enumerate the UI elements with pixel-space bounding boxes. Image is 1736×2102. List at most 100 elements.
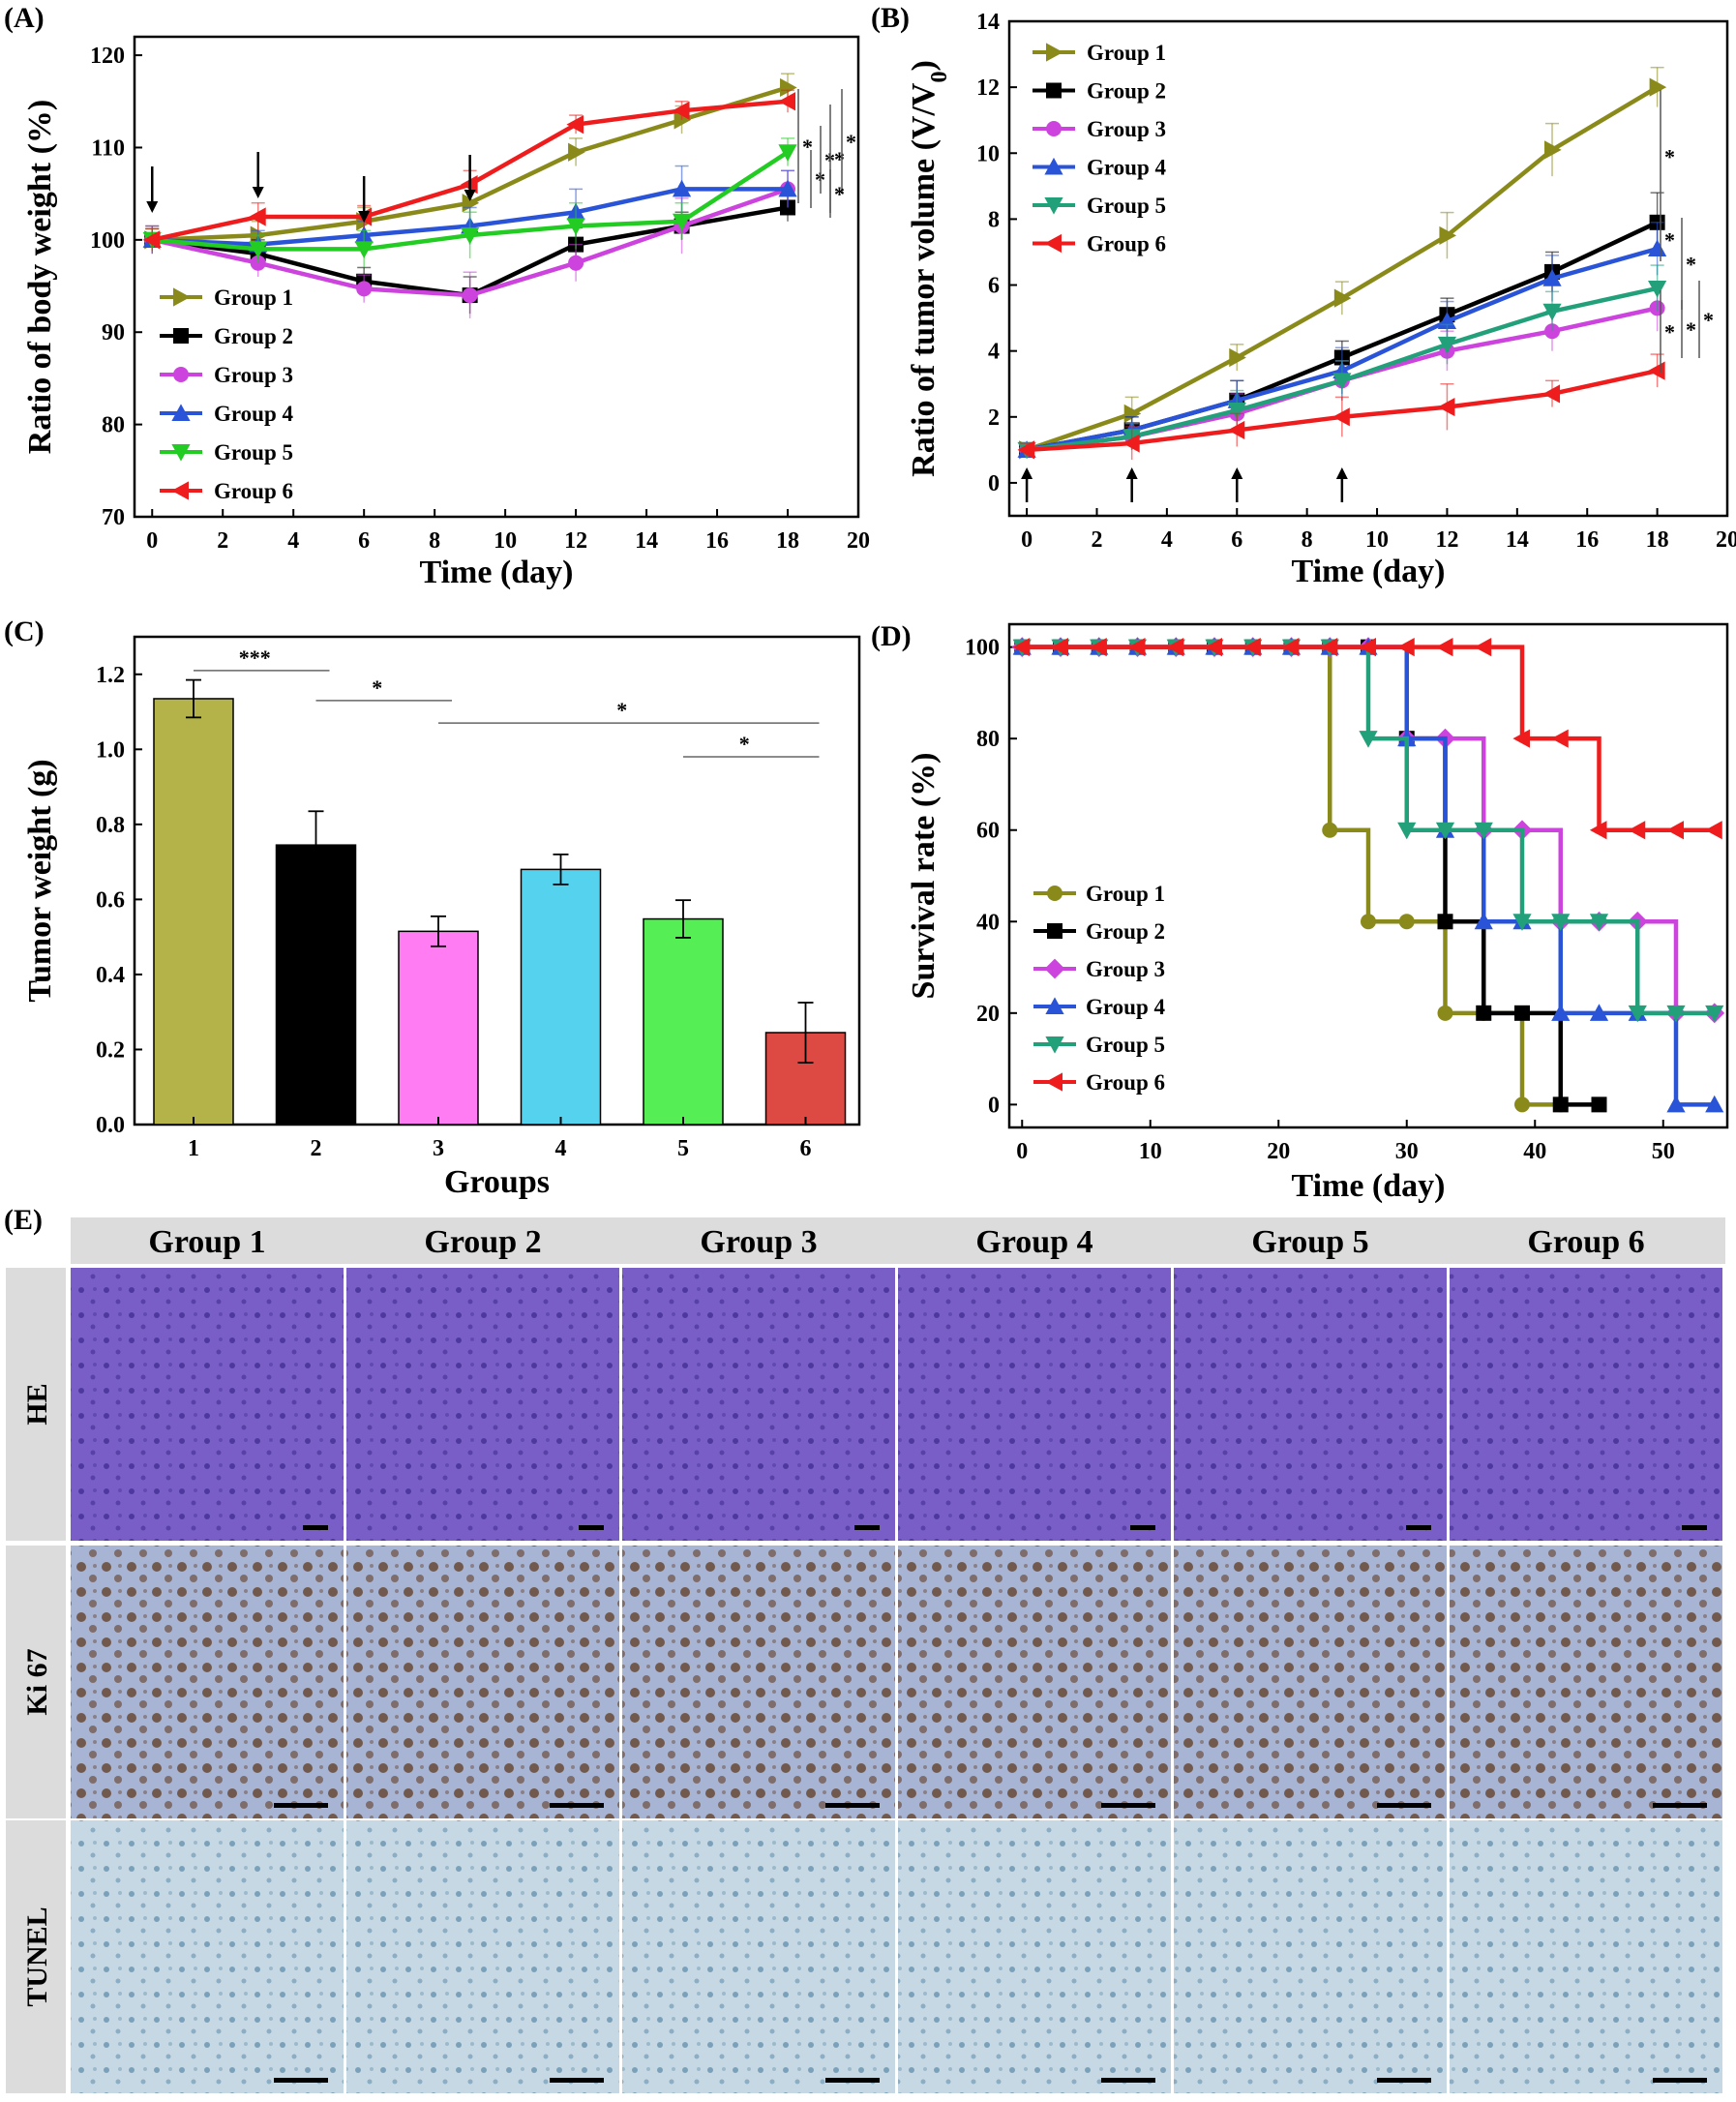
legend-marker [1045,997,1064,1014]
data-point [1542,384,1561,404]
data-point [568,255,584,271]
significance-label: * [616,698,627,722]
x-axis-title: Time (day) [1292,1168,1446,1204]
x-tick-label: 10 [1365,527,1389,553]
column-header: Group 6 [1527,1224,1644,1260]
y-tick-label: 60 [976,819,1000,844]
significance-label: * [1686,317,1696,342]
data-point [1123,404,1142,423]
scale-bar [854,1525,880,1530]
data-point [249,207,266,226]
data-point [1437,914,1453,930]
panel-label: (D) [871,620,912,652]
panel-E: (E) Group 1 Group 2 Group 3 Group 4 Group 5 Gr… [4,1204,1725,2093]
legend-marker [1046,121,1062,136]
legend-marker [173,287,191,307]
data-point [1476,1005,1492,1021]
y-tick-label: 12 [976,75,1000,101]
column-header: Group 3 [700,1224,817,1260]
y-tick-label: 80 [976,727,1000,752]
legend-marker [173,328,189,344]
legend-label: Group 6 [214,479,293,503]
data-point [1090,638,1107,657]
x-tick-label: 8 [429,528,440,554]
significance-label: * [834,182,845,206]
data-point [1437,397,1455,417]
x-axis-title: Time (day) [1292,554,1446,589]
y-tick-label: 10 [976,141,1000,166]
legend-marker [1047,886,1063,901]
x-tick-label: 3 [433,1136,444,1161]
bar-group-3 [398,930,479,1126]
panel-label: (C) [4,616,45,647]
significance-label: * [846,130,856,154]
x-tick-label: 6 [358,528,370,554]
x-tick-label: 10 [1139,1139,1162,1164]
dose-arrow-head [1021,467,1033,479]
y-tick-label: 0.8 [96,813,125,838]
y-tick-label: 40 [976,910,1000,935]
data-point [1551,1004,1571,1021]
data-point [1628,1005,1647,1023]
data-point [1544,140,1562,160]
legend-label: Group 1 [214,285,293,310]
data-point [1666,821,1684,840]
y-tick-label: 0.2 [96,1037,125,1063]
legend-marker [1046,82,1062,99]
y-tick-label: 0.6 [96,887,125,913]
legend: Group 1 Group 2 Group 3 Group 4 Group 5 Group… [1033,882,1166,1095]
x-tick-label: 12 [564,528,587,554]
legend: Group 1 Group 2 Group 3 Group 4 Group 5 Group… [1033,41,1167,256]
micrograph-tile [346,1820,619,2093]
data-point [461,227,480,245]
data-point [1551,914,1571,931]
plot-frame-A [133,35,860,519]
micrograph-tile [898,1546,1171,1818]
scale-bar [1682,1525,1707,1530]
significance-label: * [1703,308,1714,332]
bar-group-2 [275,844,357,1126]
y-tick-label: 0 [988,1093,1000,1118]
data-point [1359,731,1378,748]
data-point [1243,638,1261,657]
legend-marker [1044,233,1062,254]
data-point [1333,288,1352,308]
data-point [1551,729,1569,748]
legend-label: Group 5 [214,440,293,465]
dose-arrow-head [1335,467,1348,479]
scale-bar [579,1525,604,1530]
x-tick-label: 16 [1575,527,1599,553]
plot-frame-C [133,635,861,1126]
data-point [1122,434,1140,453]
legend-label: Group 5 [1086,1033,1165,1057]
data-point [1017,440,1035,460]
legend-label: Group 6 [1086,1070,1165,1095]
x-tick-label: 20 [1716,527,1736,553]
x-tick-label: 14 [1506,527,1529,553]
x-tick-label: 0 [1021,527,1033,553]
x-tick-label: 2 [217,528,228,554]
x-axis-title: Groups [444,1164,550,1200]
data-point [1437,1005,1453,1021]
row-header-bg [6,1268,66,1541]
data-point [1435,822,1455,840]
data-point [1512,729,1530,748]
x-tick-label: 10 [494,528,517,554]
data-point [566,218,585,236]
legend-marker [1044,197,1063,215]
legend-label: Group 2 [1086,919,1165,944]
chart-C: (C)0.00.20.40.60.81.01.21 2 3 4 5 6******Grou… [4,616,861,1200]
data-point [778,92,796,111]
legend-marker [1047,923,1063,939]
x-tick-label: 2 [1091,527,1102,553]
data-point [1332,407,1350,427]
significance-label: * [802,135,813,159]
legend-label: Group 2 [1087,79,1166,104]
column-header: Group 2 [424,1224,541,1260]
micrograph-tile [71,1268,344,1541]
row-header: TUNEL [21,1907,53,2006]
y-axis-title-close: ) [906,60,942,71]
data-point [1322,822,1338,838]
scale-bar [1101,1803,1155,1808]
legend-label: Group 4 [214,402,294,426]
